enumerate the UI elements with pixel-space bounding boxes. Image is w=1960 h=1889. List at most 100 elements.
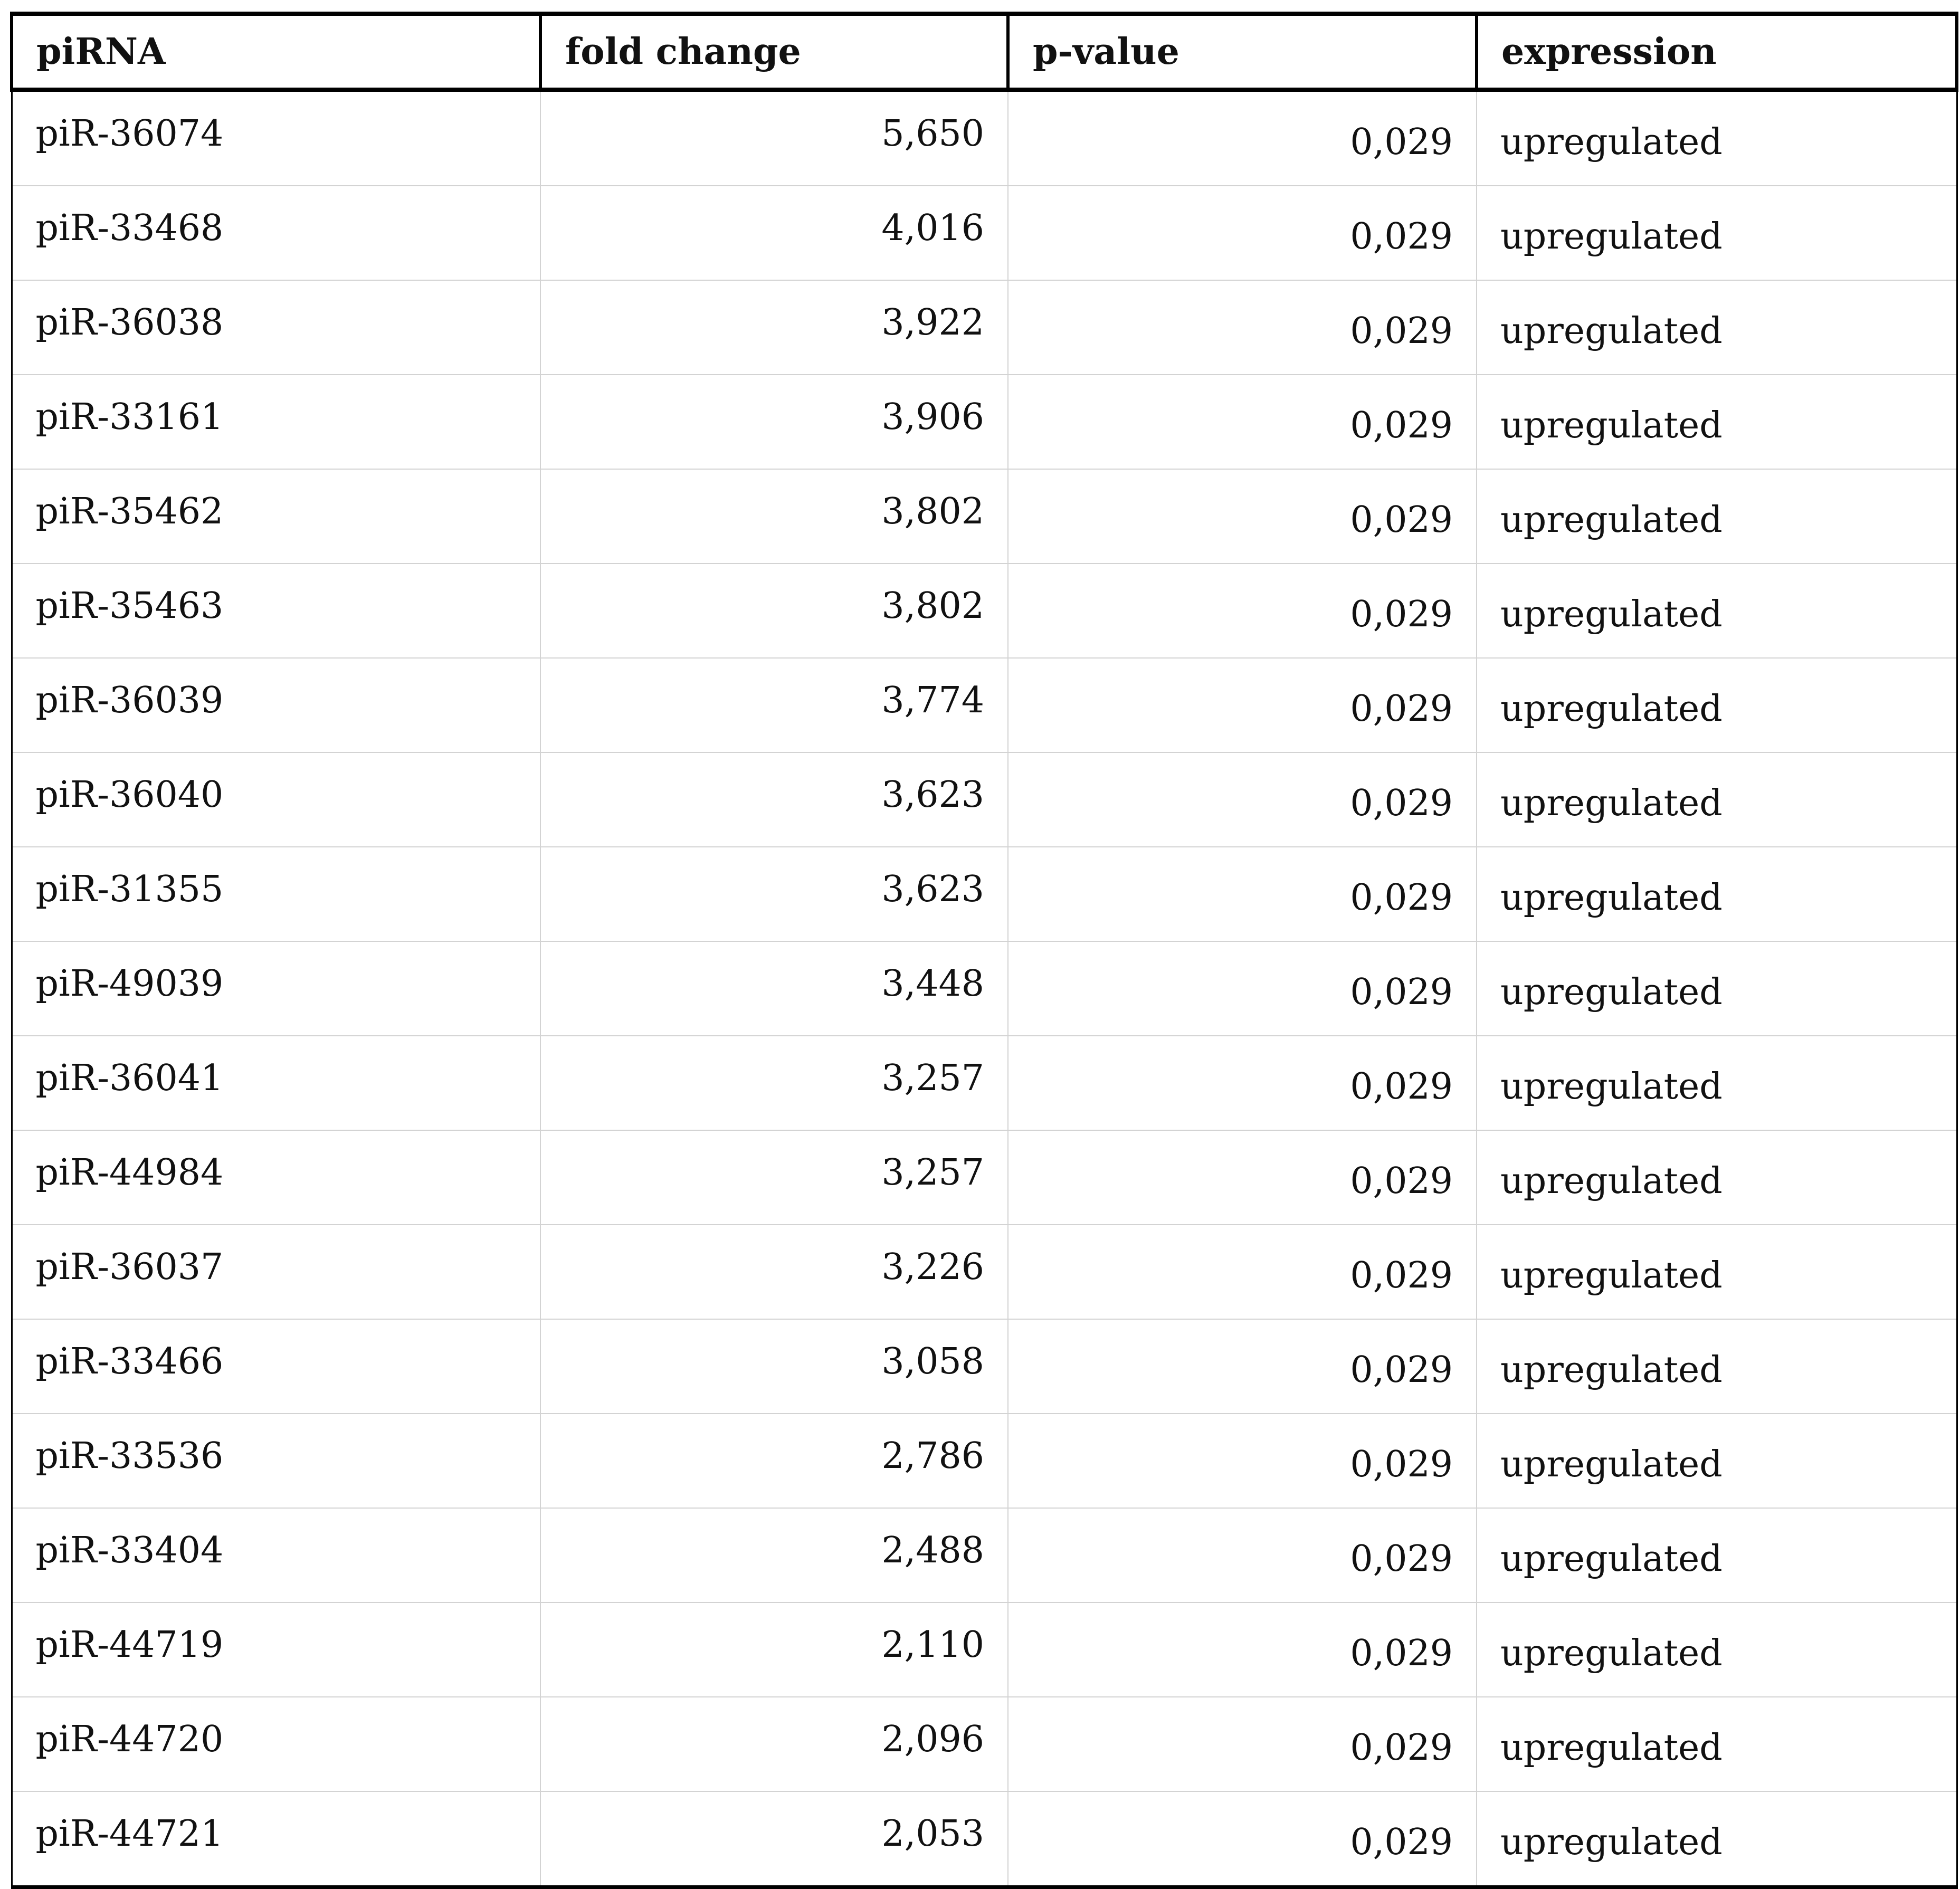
fold-change-cell: 3,802 (540, 563, 1008, 659)
fold-change-cell: 2,488 (540, 1508, 1008, 1603)
fold-change-cell: 3,774 (540, 657, 1008, 753)
p-value-cell: 0,029 (1007, 1791, 1477, 1889)
table-row: piR-36074 5,650 0,029 upregulated (11, 89, 1958, 186)
expression-cell: upregulated (1476, 846, 1958, 942)
p-value-cell: 0,029 (1007, 185, 1477, 281)
pirna-cell: piR-49039 (11, 941, 541, 1036)
p-value-cell: 0,029 (1007, 657, 1477, 753)
p-value-cell: 0,029 (1007, 1035, 1477, 1131)
expression-cell: upregulated (1476, 1130, 1958, 1225)
fold-change-cell: 3,623 (540, 752, 1008, 847)
fold-change-cell: 3,058 (540, 1319, 1008, 1414)
fold-change-cell: 3,922 (540, 280, 1008, 375)
expression-cell: upregulated (1476, 1413, 1958, 1509)
p-value-cell: 0,029 (1007, 1602, 1477, 1697)
pirna-cell: piR-36039 (11, 657, 541, 753)
fold-change-cell: 3,257 (540, 1130, 1008, 1225)
table-row: piR-31355 3,623 0,029 upregulated (11, 846, 1958, 942)
table-row: piR-35463 3,802 0,029 upregulated (11, 563, 1958, 659)
table-row: piR-33404 2,488 0,029 upregulated (11, 1508, 1958, 1603)
p-value-cell: 0,029 (1007, 1130, 1477, 1225)
fold-change-cell: 3,226 (540, 1224, 1008, 1320)
expression-cell: upregulated (1476, 1602, 1958, 1697)
pirna-cell: piR-44720 (11, 1696, 541, 1792)
pirna-expression-table: piRNA fold change p-value expression piR… (10, 12, 1958, 1889)
p-value-cell: 0,029 (1007, 1413, 1477, 1509)
expression-cell: upregulated (1476, 1791, 1958, 1889)
pirna-cell: piR-36041 (11, 1035, 541, 1131)
fold-change-cell: 3,257 (540, 1035, 1008, 1131)
table-body: piR-36074 5,650 0,029 upregulated piR-33468 4… (11, 89, 1958, 1889)
pirna-cell: piR-36037 (11, 1224, 541, 1320)
table-row: piR-36037 3,226 0,029 upregulated (11, 1224, 1958, 1320)
expression-cell: upregulated (1476, 1508, 1958, 1603)
header-row: piRNA fold change p-value expression (10, 12, 1958, 92)
table-row: piR-36041 3,257 0,029 upregulated (11, 1035, 1958, 1131)
pirna-cell: piR-36074 (11, 89, 541, 186)
p-value-cell: 0,029 (1007, 1319, 1477, 1414)
expression-cell: upregulated (1476, 185, 1958, 281)
table-header: piRNA fold change p-value expression (10, 12, 1958, 92)
table-row: piR-44721 2,053 0,029 upregulated (11, 1791, 1958, 1889)
pirna-cell: piR-44721 (11, 1791, 541, 1889)
p-value-cell: 0,029 (1007, 846, 1477, 942)
fold-change-cell: 3,802 (540, 469, 1008, 564)
p-value-cell: 0,029 (1007, 941, 1477, 1036)
table-row: piR-36038 3,922 0,029 upregulated (11, 280, 1958, 375)
header-fold-change: fold change (539, 12, 1010, 92)
expression-cell: upregulated (1476, 563, 1958, 659)
pirna-cell: piR-33161 (11, 374, 541, 470)
expression-cell: upregulated (1476, 1696, 1958, 1792)
p-value-cell: 0,029 (1007, 280, 1477, 375)
table-row: piR-33468 4,016 0,029 upregulated (11, 185, 1958, 281)
p-value-cell: 0,029 (1007, 563, 1477, 659)
table-row: piR-33161 3,906 0,029 upregulated (11, 374, 1958, 470)
table-row: piR-35462 3,802 0,029 upregulated (11, 469, 1958, 564)
expression-cell: upregulated (1476, 941, 1958, 1036)
table-row: piR-44719 2,110 0,029 upregulated (11, 1602, 1958, 1697)
pirna-cell: piR-44984 (11, 1130, 541, 1225)
p-value-cell: 0,029 (1007, 469, 1477, 564)
pirna-cell: piR-36040 (11, 752, 541, 847)
expression-cell: upregulated (1476, 1319, 1958, 1414)
fold-change-cell: 5,650 (540, 89, 1008, 186)
pirna-cell: piR-33404 (11, 1508, 541, 1603)
expression-cell: upregulated (1476, 1035, 1958, 1131)
fold-change-cell: 2,096 (540, 1696, 1008, 1792)
pirna-cell: piR-33466 (11, 1319, 541, 1414)
expression-cell: upregulated (1476, 752, 1958, 847)
table-row: piR-36040 3,623 0,029 upregulated (11, 752, 1958, 847)
p-value-cell: 0,029 (1007, 89, 1477, 186)
fold-change-cell: 2,786 (540, 1413, 1008, 1509)
expression-cell: upregulated (1476, 280, 1958, 375)
pirna-cell: piR-33536 (11, 1413, 541, 1509)
p-value-cell: 0,029 (1007, 1696, 1477, 1792)
p-value-cell: 0,029 (1007, 752, 1477, 847)
expression-cell: upregulated (1476, 374, 1958, 470)
fold-change-cell: 3,623 (540, 846, 1008, 942)
fold-change-cell: 4,016 (540, 185, 1008, 281)
p-value-cell: 0,029 (1007, 1508, 1477, 1603)
pirna-cell: piR-35463 (11, 563, 541, 659)
pirna-cell: piR-35462 (11, 469, 541, 564)
p-value-cell: 0,029 (1007, 374, 1477, 470)
table-row: piR-44720 2,096 0,029 upregulated (11, 1696, 1958, 1792)
header-expression: expression (1475, 12, 1958, 92)
table-row: piR-44984 3,257 0,029 upregulated (11, 1130, 1958, 1225)
fold-change-cell: 3,448 (540, 941, 1008, 1036)
header-p-value: p-value (1006, 12, 1478, 92)
pirna-cell: piR-36038 (11, 280, 541, 375)
expression-cell: upregulated (1476, 469, 1958, 564)
expression-cell: upregulated (1476, 1224, 1958, 1320)
header-pirna: piRNA (10, 12, 542, 92)
fold-change-cell: 2,053 (540, 1791, 1008, 1889)
fold-change-cell: 3,906 (540, 374, 1008, 470)
expression-cell: upregulated (1476, 89, 1958, 186)
pirna-cell: piR-44719 (11, 1602, 541, 1697)
expression-cell: upregulated (1476, 657, 1958, 753)
table-row: piR-33536 2,786 0,029 upregulated (11, 1413, 1958, 1509)
table-row: piR-49039 3,448 0,029 upregulated (11, 941, 1958, 1036)
pirna-cell: piR-31355 (11, 846, 541, 942)
table-row: piR-36039 3,774 0,029 upregulated (11, 657, 1958, 753)
table-row: piR-33466 3,058 0,029 upregulated (11, 1319, 1958, 1414)
